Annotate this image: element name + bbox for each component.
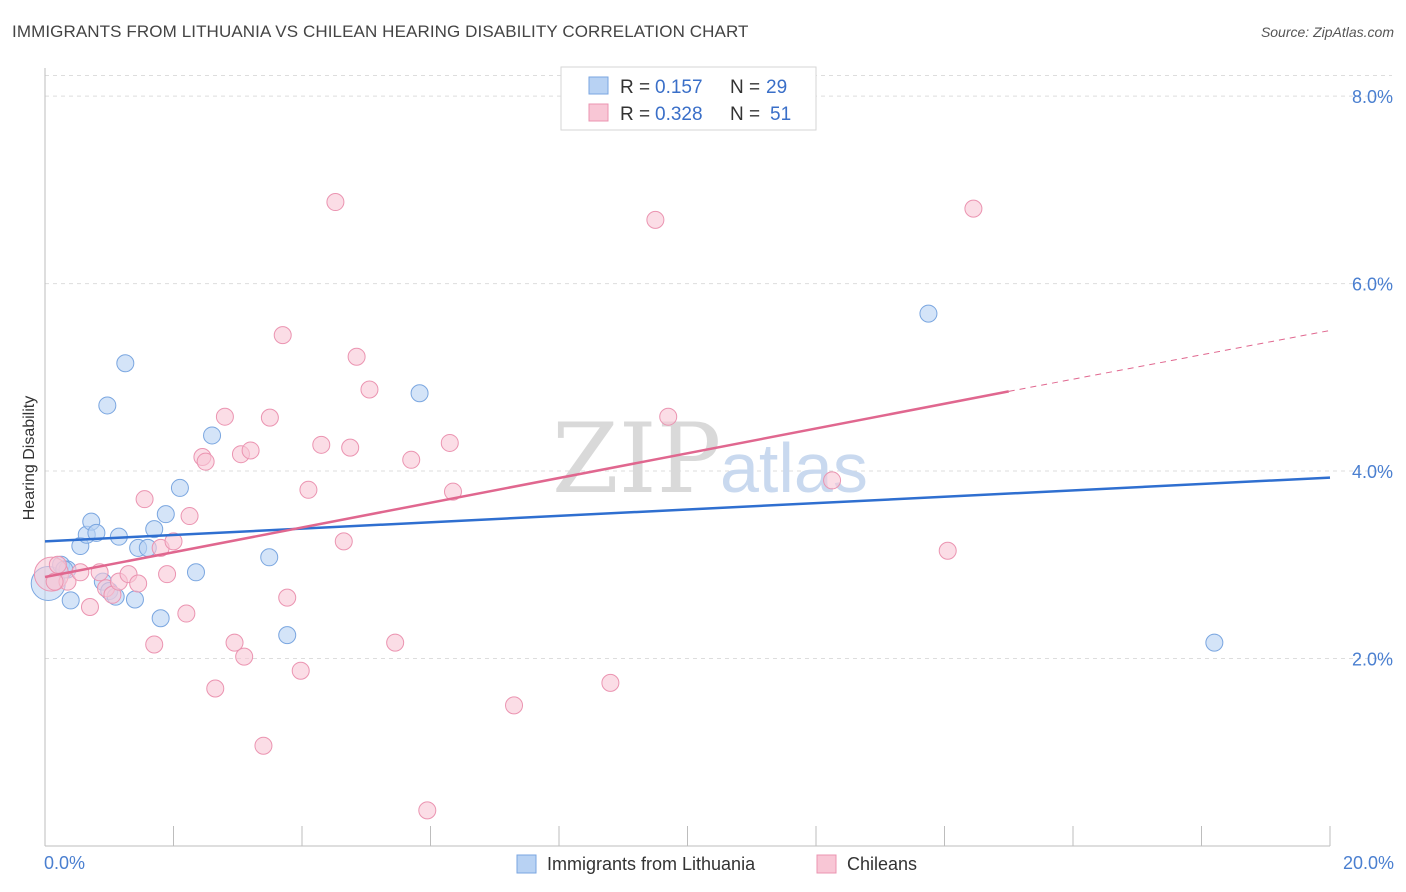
y-tick-label: 8.0% bbox=[1352, 87, 1393, 107]
chileans-point bbox=[601, 673, 620, 692]
legend-n-value-2: 51 bbox=[770, 104, 791, 125]
legend-swatch-blue bbox=[588, 76, 609, 95]
chileans-point bbox=[135, 490, 154, 509]
legend-n-label-1: N = bbox=[730, 77, 760, 98]
chileans-point bbox=[347, 347, 366, 366]
lithuania-point bbox=[260, 548, 279, 567]
chileans-point bbox=[443, 482, 462, 501]
grid-lines bbox=[45, 74, 1392, 660]
x-axis-ticks bbox=[44, 826, 1331, 846]
source-label: Source: ZipAtlas.com bbox=[1260, 24, 1394, 40]
lithuania-point bbox=[61, 591, 80, 610]
lithuania-point bbox=[170, 478, 189, 497]
lithuania-point bbox=[98, 396, 117, 415]
trend-line-lithuania bbox=[44, 476, 1331, 543]
lithuania-point bbox=[919, 304, 938, 323]
chileans-point bbox=[164, 532, 183, 551]
chileans-point bbox=[646, 210, 665, 229]
chileans-point bbox=[241, 441, 260, 460]
legend-r-label-1: R = bbox=[620, 77, 650, 98]
legend-n-value-1: 29 bbox=[766, 77, 787, 98]
x-tick-label-min: 0.0% bbox=[44, 853, 85, 873]
watermark-zip: ZIP bbox=[552, 403, 721, 515]
legend-swatch-pink bbox=[588, 103, 609, 122]
chileans-point bbox=[48, 555, 67, 574]
chileans-point bbox=[291, 661, 310, 680]
stats-legend: R = 0.157 N = 29 R = 0.328 N = 51 bbox=[560, 66, 817, 131]
trend-line-chileans bbox=[44, 390, 1009, 579]
legend-n-label-2: N = bbox=[730, 104, 760, 125]
bottom-legend-swatch-blue bbox=[516, 854, 537, 874]
y-tick-label: 4.0% bbox=[1352, 462, 1393, 482]
lithuania-point bbox=[278, 626, 297, 645]
chileans-point bbox=[938, 541, 957, 560]
watermark-atlas: atlas bbox=[720, 429, 868, 507]
chileans-point bbox=[158, 565, 177, 584]
chileans-point bbox=[196, 452, 215, 471]
trend-line-chileans-extension bbox=[1008, 329, 1331, 392]
y-axis-label: Hearing Disability bbox=[21, 396, 38, 521]
legend-r-label-2: R = bbox=[620, 104, 650, 125]
chileans-point bbox=[326, 193, 345, 212]
lithuania-point bbox=[203, 426, 222, 445]
chileans-point bbox=[206, 679, 225, 698]
chileans-point bbox=[180, 507, 199, 526]
lithuania-point bbox=[87, 523, 106, 542]
chileans-point bbox=[299, 480, 318, 499]
chileans-point bbox=[418, 801, 437, 820]
series-legend: Immigrants from Lithuania Chileans bbox=[516, 854, 917, 874]
chart-title: IMMIGRANTS FROM LITHUANIA VS CHILEAN HEA… bbox=[12, 22, 749, 41]
chileans-point bbox=[235, 647, 254, 666]
lithuania-point bbox=[116, 354, 135, 373]
lithuania-point bbox=[151, 609, 170, 628]
bottom-legend-label-pink: Chileans bbox=[847, 854, 917, 874]
chileans-point bbox=[145, 635, 164, 654]
trend-lines bbox=[44, 329, 1331, 579]
chileans-point bbox=[386, 633, 405, 652]
legend-r-value-1: 0.157 bbox=[655, 77, 703, 98]
chileans-point bbox=[402, 450, 421, 469]
chileans-point bbox=[177, 604, 196, 623]
chileans-point bbox=[823, 471, 842, 490]
chileans-point bbox=[964, 199, 983, 218]
chileans-point bbox=[341, 438, 360, 457]
chileans-point bbox=[45, 572, 64, 591]
y-tick-labels: 2.0% 4.0% 6.0% 8.0% bbox=[1352, 87, 1393, 669]
chileans-point bbox=[260, 408, 279, 427]
lithuania-point bbox=[186, 563, 205, 582]
chileans-point bbox=[273, 326, 292, 345]
chileans-point bbox=[215, 407, 234, 426]
y-tick-label: 2.0% bbox=[1352, 650, 1393, 670]
chileans-point bbox=[505, 696, 524, 715]
chileans-point bbox=[659, 407, 678, 426]
chileans-point bbox=[278, 588, 297, 607]
chileans-point bbox=[334, 532, 353, 551]
chileans-point bbox=[129, 574, 148, 593]
chileans-point bbox=[254, 736, 273, 755]
lithuania-point bbox=[1205, 633, 1224, 652]
chileans-point bbox=[80, 597, 99, 616]
chileans-point bbox=[360, 380, 379, 399]
lithuania-point bbox=[410, 384, 429, 403]
lithuania-point bbox=[145, 520, 164, 539]
legend-r-value-2: 0.328 bbox=[655, 104, 703, 125]
bottom-legend-swatch-pink bbox=[816, 854, 837, 874]
bottom-legend-label-blue: Immigrants from Lithuania bbox=[547, 854, 756, 874]
chileans-point bbox=[440, 433, 459, 452]
lithuania-point bbox=[125, 590, 144, 609]
chileans-point bbox=[225, 633, 244, 652]
chileans-point bbox=[312, 435, 331, 454]
series-chileans-points bbox=[33, 193, 983, 820]
y-tick-label: 6.0% bbox=[1352, 275, 1393, 295]
lithuania-point bbox=[156, 505, 175, 524]
x-tick-label-max: 20.0% bbox=[1343, 853, 1394, 873]
